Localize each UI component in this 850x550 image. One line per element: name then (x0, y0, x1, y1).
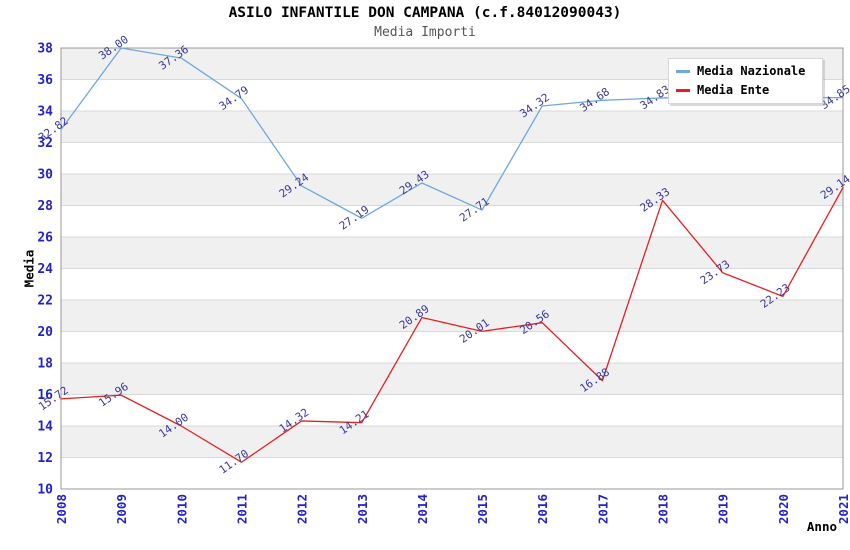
y-tick-label: 38 (37, 42, 53, 57)
gray-band (61, 111, 843, 143)
y-tick-label: 24 (37, 262, 53, 277)
legend: Media Nazionale Media Ente (668, 58, 823, 104)
series-line-media-ente (60, 186, 844, 463)
x-tick-label-2020: 2020 (776, 494, 791, 524)
x-axis-title: Anno (806, 519, 837, 534)
x-tick-label-2015: 2015 (475, 494, 490, 524)
y-tick-label: 36 (37, 73, 53, 88)
x-tick-label-2013: 2013 (355, 494, 370, 524)
media-ente-line-swatch-icon (676, 88, 690, 92)
media-nazionale-line-swatch-icon (676, 69, 690, 73)
gray-band (61, 363, 843, 395)
y-tick-label: 26 (37, 231, 53, 246)
chart-title: ASILO INFANTILE DON CAMPANA (c.f.8401209… (228, 5, 622, 21)
legend-item-media-ente: Media Ente (676, 83, 816, 97)
gray-band (61, 174, 843, 206)
chart-subtitle: Media Importi (374, 25, 476, 40)
x-tick-label-2010: 2010 (174, 494, 189, 524)
legend-label-media-nazionale: Media Nazionale (697, 64, 806, 78)
x-tick-label-2011: 2011 (234, 494, 249, 524)
value-label: 34.79 (217, 83, 252, 113)
y-tick-label: 30 (37, 168, 53, 183)
legend-label-media-ente: Media Ente (697, 83, 770, 97)
x-tick-label-2016: 2016 (535, 494, 550, 524)
y-tick-label: 20 (37, 325, 53, 340)
x-axis-tick-labels: 2008 2009 2010 2011 2012 2013 2014 2015 2016 2017… (54, 494, 850, 524)
y-tick-label: 10 (37, 483, 53, 498)
legend-item-media-nazionale: Media Nazionale (676, 64, 816, 78)
plot-border (60, 47, 844, 490)
y-axis-tick-labels: 10 12 14 16 18 20 22 24 26 28 30 32 34 36 38 (37, 42, 53, 498)
x-tick-label-2009: 2009 (114, 494, 129, 524)
background-bands (61, 48, 843, 458)
y-axis-title: Media (21, 249, 37, 288)
x-tick-label-2018: 2018 (656, 494, 671, 524)
y-tick-label: 32 (37, 136, 53, 151)
x-tick-label-2017: 2017 (595, 494, 610, 524)
gridlines (61, 79, 843, 458)
x-tick-label-2021: 2021 (836, 494, 850, 524)
x-tick-label-2019: 2019 (716, 494, 731, 524)
gray-band (61, 300, 843, 332)
gray-band (61, 237, 843, 269)
y-tick-label: 22 (37, 294, 53, 309)
x-tick-label-2012: 2012 (295, 494, 310, 524)
y-tick-label: 18 (37, 357, 53, 372)
x-tick-label-2008: 2008 (54, 494, 69, 524)
y-tick-label: 16 (37, 388, 53, 403)
y-tick-label: 14 (37, 420, 53, 435)
y-tick-label: 12 (37, 451, 53, 466)
gray-band (61, 426, 843, 458)
y-tick-label: 28 (37, 199, 53, 214)
x-tick-label-2014: 2014 (415, 494, 430, 524)
y-tick-label: 34 (37, 105, 53, 120)
